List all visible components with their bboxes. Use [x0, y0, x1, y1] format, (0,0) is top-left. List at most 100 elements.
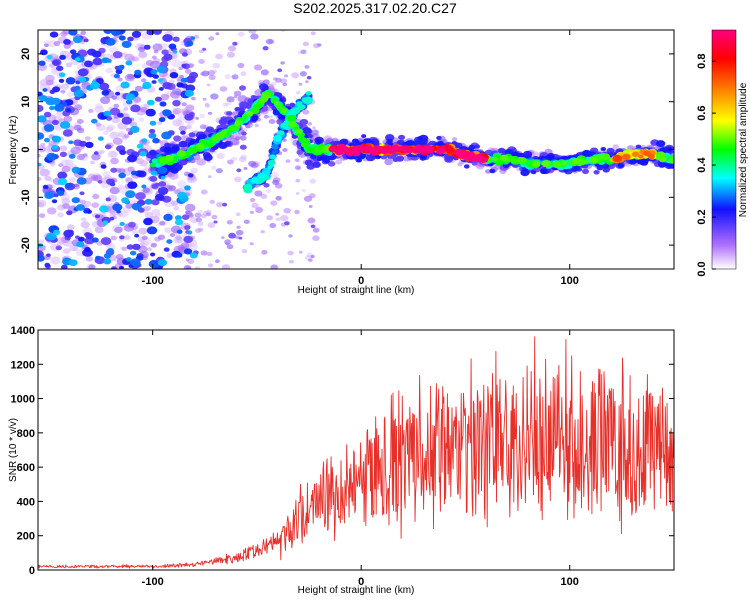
- spectrogram-cell: [117, 65, 125, 71]
- spectrogram-cell: [152, 74, 159, 79]
- spectrogram-cell: [235, 212, 241, 217]
- spectrogram-cell: [296, 149, 304, 155]
- spectrogram-cell: [277, 130, 285, 136]
- spectrogram-cell: [216, 202, 224, 208]
- spectrogram-cell: [45, 232, 57, 241]
- spectrogram-cell: [656, 140, 666, 148]
- spectrogram-cell: [38, 213, 46, 219]
- spectrogram-cell: [184, 225, 191, 230]
- spectrogram-cell: [622, 153, 631, 160]
- spectrogram-cell: [181, 214, 190, 221]
- spectrogram-cell: [574, 165, 581, 171]
- spectrogram-cell: [175, 235, 182, 241]
- spectrogram-cell: [110, 30, 121, 36]
- spectrogram-cell: [71, 166, 81, 174]
- spectrogram-cell: [102, 130, 109, 135]
- spectrogram-cell: [49, 105, 55, 111]
- spectrogram-cell: [197, 221, 204, 226]
- spectrogram-cell: [79, 199, 86, 205]
- spectrogram-cell: [315, 148, 322, 154]
- spectrogram-cell: [134, 233, 140, 238]
- spectrogram-cell: [56, 65, 64, 72]
- spectrogram-cell: [246, 111, 254, 117]
- spectrogram-cell: [297, 104, 305, 111]
- spectrogram-cell: [184, 89, 194, 97]
- spectrogram-cell: [162, 109, 172, 117]
- spectrogram-cell: [141, 184, 147, 189]
- spectrogram-cell: [92, 193, 100, 200]
- spectrogram-cell: [288, 121, 297, 128]
- spectrogram-cell: [371, 150, 378, 156]
- spectrogram-cell: [250, 33, 259, 40]
- spectrogram-cell: [149, 120, 157, 126]
- spectrogram-cell: [42, 88, 48, 92]
- spectrogram-cell: [218, 118, 227, 125]
- spectrogram-cell: [110, 157, 119, 165]
- spectrogram-cell: [238, 156, 247, 163]
- spectrogram-cell: [65, 108, 72, 113]
- spectrogram-cell: [38, 201, 45, 208]
- spectrogram-cell: [78, 76, 87, 83]
- snr-panel: -100 0 100 0 200 400 600 800 1000 1200 1400 Heigh…: [8, 325, 675, 596]
- spectrogram-cell: [58, 72, 66, 78]
- spectrogram-cell: [284, 221, 290, 226]
- snr-y-tick-label: 1400: [11, 325, 35, 337]
- spectrogram-cell: [582, 168, 589, 174]
- spectrogram-cell: [295, 129, 302, 135]
- spectrogram-cell: [176, 150, 186, 157]
- spectrogram-cell: [74, 57, 81, 62]
- spectrogram-cell: [262, 85, 269, 91]
- spectrogram-cell: [104, 144, 112, 150]
- spectrogram-cell: [327, 161, 336, 167]
- spectrogram-cell: [362, 145, 372, 153]
- spectrogram-cell: [267, 159, 276, 166]
- spectrogram-cell: [356, 158, 362, 163]
- spectrogram-cell: [130, 104, 141, 113]
- spectrogram-cell: [188, 213, 194, 218]
- spectrogram-cell: [185, 40, 194, 47]
- spectrogram-cell: [111, 116, 121, 124]
- spectrogram-cell: [176, 229, 183, 234]
- spectrogram-cell: [226, 51, 235, 58]
- spectrogram-cell: [236, 225, 241, 229]
- spectrogram-cell: [158, 181, 167, 187]
- spectrogram-cell: [174, 215, 182, 221]
- spectrogram-y-label: Frequency (Hz): [8, 116, 19, 185]
- spectrogram-cell: [150, 252, 156, 257]
- snr-y-tick-label: 200: [17, 531, 35, 543]
- spectrogram-cell: [423, 144, 432, 151]
- spectrogram-x-tick-label: -100: [142, 275, 164, 287]
- spectrogram-cell: [151, 209, 161, 216]
- spectrogram-cell: [260, 193, 268, 199]
- spectrogram-cell: [260, 95, 269, 102]
- spectrogram-cell: [275, 217, 281, 222]
- spectrogram-cell: [134, 85, 143, 92]
- spectrogram-cell: [172, 100, 181, 107]
- spectrogram-cell: [302, 109, 310, 115]
- spectrogram-cell: [239, 101, 250, 109]
- spectrogram-cell: [263, 114, 269, 119]
- spectrogram-cell: [102, 220, 109, 225]
- spectrogram-cell: [184, 68, 192, 74]
- spectrogram-cell: [139, 241, 146, 246]
- spectrogram-cell: [181, 102, 187, 107]
- spectrogram-cell: [186, 230, 193, 235]
- spectrogram-cell: [127, 181, 138, 189]
- spectrogram-cell: [307, 146, 314, 152]
- spectrogram-cell: [355, 146, 363, 153]
- spectrogram-cell: [40, 142, 46, 147]
- spectrogram-cell: [201, 70, 210, 77]
- spectrogram-cell: [146, 226, 158, 235]
- spectrogram-cell: [474, 144, 481, 149]
- spectrogram-cell: [130, 125, 140, 134]
- spectrogram-cell: [211, 165, 217, 170]
- spectrogram-cell: [302, 127, 312, 135]
- spectrogram-cell: [178, 66, 184, 71]
- spectrogram-cell: [303, 195, 313, 202]
- spectrogram-cell: [113, 103, 120, 109]
- spectrogram-cell: [92, 57, 103, 66]
- spectrogram-cell: [154, 96, 162, 102]
- spectrogram-cell: [127, 166, 135, 172]
- spectrogram-cell: [105, 126, 114, 132]
- spectrogram-cell: [109, 107, 121, 116]
